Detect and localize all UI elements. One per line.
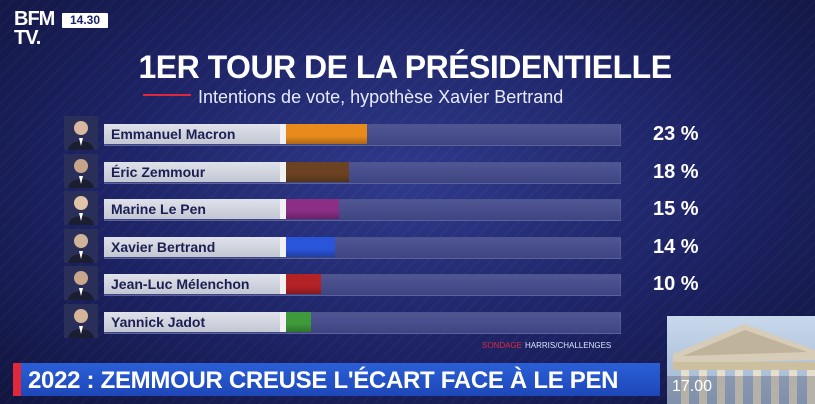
news-ticker-bar bbox=[13, 363, 660, 396]
candidate-name-label: Emmanuel Macron bbox=[104, 124, 280, 144]
vote-share-value: 10 % bbox=[653, 273, 699, 295]
candidate-name-label: Jean-Luc Mélenchon bbox=[104, 274, 280, 294]
vote-share-bar bbox=[286, 124, 367, 144]
ticker-accent bbox=[13, 363, 21, 396]
candidate-name-label: Xavier Bertrand bbox=[104, 237, 280, 257]
candidate-name-label: Yannick Jadot bbox=[104, 312, 280, 332]
candidate-portrait bbox=[64, 154, 98, 188]
source-label: SONDAGE bbox=[482, 341, 523, 350]
bar-start-tick bbox=[280, 274, 286, 294]
next-program-time: 17.00 bbox=[672, 378, 713, 395]
vote-share-value: 15 % bbox=[653, 198, 699, 220]
vote-share-bar bbox=[286, 162, 349, 182]
vote-share-bar bbox=[286, 312, 311, 332]
source-value: HARRIS/CHALLENGES bbox=[525, 341, 612, 350]
source-credit: SONDAGE HARRIS/CHALLENGES bbox=[482, 341, 611, 350]
pantheon-building-image bbox=[667, 316, 815, 404]
vote-share-value: 14 % bbox=[653, 236, 699, 258]
bar-start-tick bbox=[280, 199, 286, 219]
bar-start-tick bbox=[280, 162, 286, 182]
vote-share-bar bbox=[286, 199, 339, 219]
candidate-portrait bbox=[64, 266, 98, 300]
chart-title: 1ER TOUR DE LA PRÉSIDENTIELLE bbox=[138, 49, 672, 85]
candidate-portrait bbox=[64, 304, 98, 338]
clock-badge: 14.30 bbox=[62, 13, 108, 28]
bfmtv-logo: BFM TV. bbox=[14, 8, 60, 49]
candidate-name-label: Éric Zemmour bbox=[104, 162, 280, 182]
candidate-portrait bbox=[64, 191, 98, 225]
bar-start-tick bbox=[280, 312, 286, 332]
vote-share-value: 23 % bbox=[653, 123, 699, 145]
chart-subtitle: Intentions de vote, hypothèse Xavier Ber… bbox=[198, 87, 564, 107]
vote-share-bar bbox=[286, 237, 335, 257]
logo-text-tv: TV. bbox=[14, 27, 41, 49]
next-program-thumbnail[interactable] bbox=[667, 316, 815, 404]
logo-text-bfm: BFM bbox=[14, 8, 55, 30]
ticker-headline: 2022 : ZEMMOUR CREUSE L'ÉCART FACE À LE … bbox=[28, 367, 619, 394]
vote-share-bar bbox=[286, 274, 321, 294]
subtitle-accent-line bbox=[143, 94, 191, 96]
candidate-portrait bbox=[64, 229, 98, 263]
vote-share-value: 18 % bbox=[653, 161, 699, 183]
candidate-name-label: Marine Le Pen bbox=[104, 199, 280, 219]
bar-start-tick bbox=[280, 124, 286, 144]
candidate-portrait bbox=[64, 116, 98, 150]
bar-start-tick bbox=[280, 237, 286, 257]
